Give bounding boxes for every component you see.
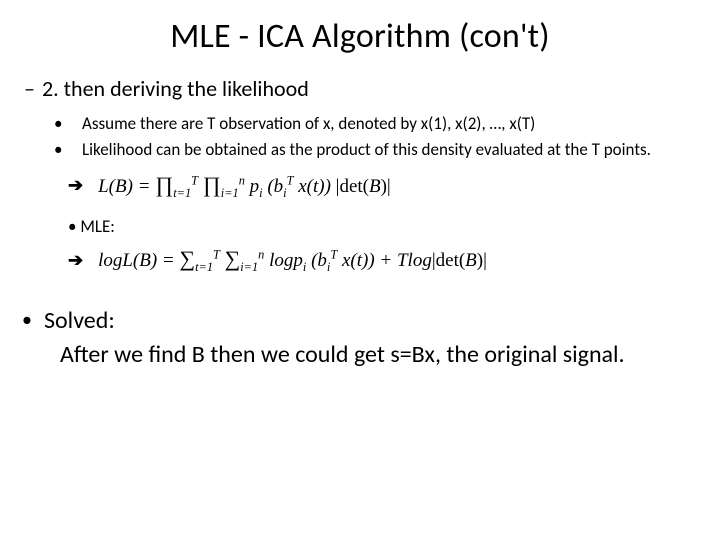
solved-indent xyxy=(22,340,60,369)
formula-1: L(B) = ∏t=1T ∏i=1n pi (biT x(t)) |det(B)… xyxy=(98,176,391,197)
step-label: 2. then deriving the likelihood xyxy=(42,75,309,102)
formula-2-line: ➔ logL(B) = ∑t=1T ∑i=1n logpi (biT x(t))… xyxy=(68,247,710,272)
dot-bullet: • xyxy=(68,139,82,161)
slide: MLE - ICA Algorithm (con't) –2. then der… xyxy=(0,0,720,540)
assumption-list: •Assume there are T observation of x, de… xyxy=(68,113,710,161)
formula-2: logL(B) = ∑t=1T ∑i=1n logpi (biT x(t)) +… xyxy=(98,250,487,271)
solved-head-text: Solved: xyxy=(44,306,115,335)
arrow-icon: ➔ xyxy=(68,174,94,196)
dot-bullet: • xyxy=(22,308,44,332)
solved-body: After we find B then we could get s=Bx, … xyxy=(22,339,710,371)
dot-bullet: • xyxy=(68,216,76,237)
arrow-icon: ➔ xyxy=(68,249,94,271)
assumption-1: •Assume there are T observation of x, de… xyxy=(68,113,710,135)
dot-bullet: • xyxy=(68,113,82,135)
solved-block: •Solved: After we find B then we could g… xyxy=(22,306,710,371)
step-line: –2. then deriving the likelihood xyxy=(46,75,710,103)
solved-body-text: After we find B then we could get s=Bx, … xyxy=(60,340,625,369)
mle-label-text: MLE: xyxy=(80,216,115,237)
formula-1-line: ➔ L(B) = ∏t=1T ∏i=1n pi (biT x(t)) |det(… xyxy=(68,173,710,198)
dash-bullet: – xyxy=(24,75,42,103)
slide-title: MLE - ICA Algorithm (con't) xyxy=(10,16,710,57)
assumption-2: •Likelihood can be obtained as the produ… xyxy=(68,139,710,161)
assumption-1-text: Assume there are T observation of x, den… xyxy=(82,113,535,134)
mle-label-line: • MLE: xyxy=(68,216,710,237)
solved-heading: •Solved: xyxy=(22,306,710,335)
assumption-2-text: Likelihood can be obtained as the produc… xyxy=(82,139,651,160)
